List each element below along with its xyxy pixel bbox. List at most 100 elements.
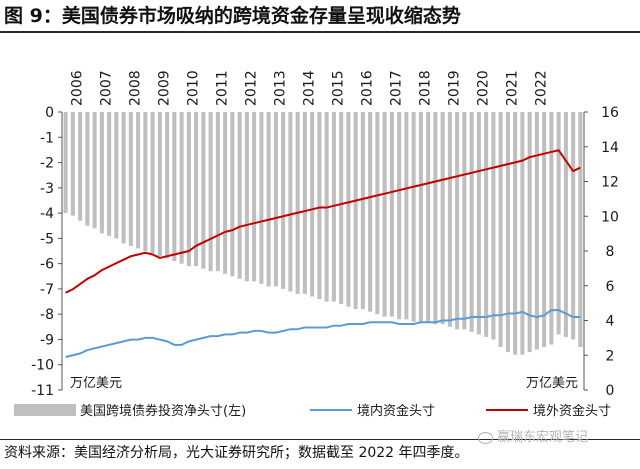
domestic-position-line — [65, 309, 581, 358]
bar-q11 — [143, 112, 148, 251]
bar-q48 — [411, 112, 416, 322]
bar-q42 — [368, 112, 373, 312]
year-label-2021: 2021 — [505, 70, 521, 106]
year-label-2009: 2009 — [157, 70, 173, 106]
right-tick-label: 0 — [606, 383, 615, 399]
bar-q14 — [165, 112, 170, 259]
year-label-2017: 2017 — [389, 70, 405, 106]
legend-label-foreign: 境外资金头寸 — [533, 403, 611, 419]
left-tick-label: -4 — [40, 206, 54, 222]
bar-q64 — [527, 112, 532, 353]
bar-q38 — [339, 112, 344, 305]
left-tick-label: -2 — [40, 156, 54, 172]
year-label-2007: 2007 — [99, 70, 115, 106]
bar-q34 — [310, 112, 315, 297]
bar-q47 — [404, 112, 409, 320]
bar-q17 — [186, 112, 191, 267]
chart-title: 图 9：美国债券市场吸纳的跨境资金存量呈现收缩态势 — [4, 5, 461, 27]
bar-q43 — [375, 112, 380, 315]
bar-q3 — [85, 112, 90, 226]
bar-q69 — [563, 112, 568, 337]
bar-q27 — [259, 112, 264, 284]
bar-q52 — [440, 112, 445, 325]
bar-q24 — [237, 112, 242, 279]
bar-q66 — [542, 112, 547, 348]
left-tick-label: -5 — [40, 231, 54, 247]
year-label-2015: 2015 — [331, 70, 347, 106]
bar-q53 — [447, 112, 452, 327]
right-tick-label: 16 — [601, 105, 619, 121]
bar-q39 — [346, 112, 351, 307]
bar-q44 — [382, 112, 387, 317]
year-label-2022: 2022 — [534, 70, 550, 106]
bar-q0 — [63, 112, 68, 214]
wechat-icon — [478, 432, 493, 444]
left-tick-label: -3 — [40, 181, 54, 197]
legend-label-net-position: 美国跨境债券投资净头寸(左) — [80, 403, 246, 419]
bar-q4 — [92, 112, 97, 229]
year-label-2016: 2016 — [360, 70, 376, 106]
bar-q54 — [455, 112, 460, 330]
bar-q16 — [179, 112, 184, 264]
bar-q67 — [549, 112, 554, 345]
year-label-2012: 2012 — [244, 70, 260, 106]
left-tick-label: -10 — [31, 358, 54, 374]
footer-divider — [0, 439, 640, 440]
bar-q71 — [578, 112, 583, 348]
bar-q58 — [484, 112, 489, 337]
bar-q70 — [571, 112, 576, 340]
left-tick-label: -8 — [40, 307, 54, 323]
bar-q29 — [273, 112, 278, 287]
bar-q20 — [208, 112, 213, 272]
left-axis-unit: 万亿美元 — [70, 376, 122, 391]
bar-q62 — [513, 112, 518, 355]
right-tick-label: 2 — [606, 348, 615, 364]
right-tick-label: 12 — [601, 175, 619, 191]
bar-q68 — [556, 112, 561, 335]
year-label-2010: 2010 — [186, 70, 202, 106]
right-tick-label: 10 — [601, 209, 619, 225]
bar-q55 — [462, 112, 467, 330]
year-label-2018: 2018 — [418, 70, 434, 106]
right-tick-label: 8 — [606, 244, 615, 260]
watermark-text: 赢瑞东宏观笔记 — [497, 430, 589, 445]
bar-q28 — [266, 112, 271, 287]
bar-q18 — [194, 112, 199, 267]
bar-q45 — [389, 112, 394, 317]
source-note: 资料来源：美国经济分析局，光大证券研究所；数据截至 2022 年四季度。 — [4, 445, 469, 461]
foreign-position-line — [65, 149, 581, 294]
bar-q40 — [353, 112, 358, 310]
bar-q7 — [114, 112, 119, 239]
bar-q61 — [505, 112, 510, 353]
title-divider — [0, 31, 640, 33]
bar-q63 — [520, 112, 525, 355]
right-axis-unit: 万亿美元 — [526, 376, 578, 391]
bar-q33 — [302, 112, 307, 294]
bar-q32 — [295, 112, 300, 294]
bar-q65 — [534, 112, 539, 350]
bar-q2 — [78, 112, 83, 221]
bar-series — [63, 112, 583, 355]
bar-q22 — [223, 112, 228, 274]
bar-q8 — [121, 112, 126, 244]
left-tick-label: -9 — [40, 332, 54, 348]
bar-q1 — [70, 112, 75, 216]
legend-swatch-net-position — [14, 404, 76, 416]
year-label-2006: 2006 — [70, 70, 86, 106]
legend: 美国跨境债券投资净头寸(左) 境内资金头寸 境外资金头寸 — [14, 403, 611, 419]
watermark: 赢瑞东宏观笔记 — [478, 428, 588, 448]
bar-q30 — [281, 112, 286, 289]
axes: 0 -1 -2 -3 -4 -5 -6 -7 -8 -9 -10 -11 0 2 4 6 8 10 12 14 16 — [31, 105, 619, 399]
right-tick-label: 14 — [601, 140, 619, 156]
bar-q26 — [252, 112, 257, 282]
bar-q5 — [99, 112, 104, 234]
bar-q59 — [491, 112, 496, 340]
bar-q49 — [418, 112, 423, 322]
year-label-2020: 2020 — [476, 70, 492, 106]
bar-q50 — [426, 112, 431, 322]
year-labels: 2006 2007 2008 2009 2010 2011 2012 2013 2014 2015… — [70, 70, 550, 106]
bar-q25 — [244, 112, 249, 282]
year-label-2011: 2011 — [215, 70, 231, 106]
bar-q9 — [128, 112, 133, 246]
bar-q31 — [288, 112, 293, 292]
